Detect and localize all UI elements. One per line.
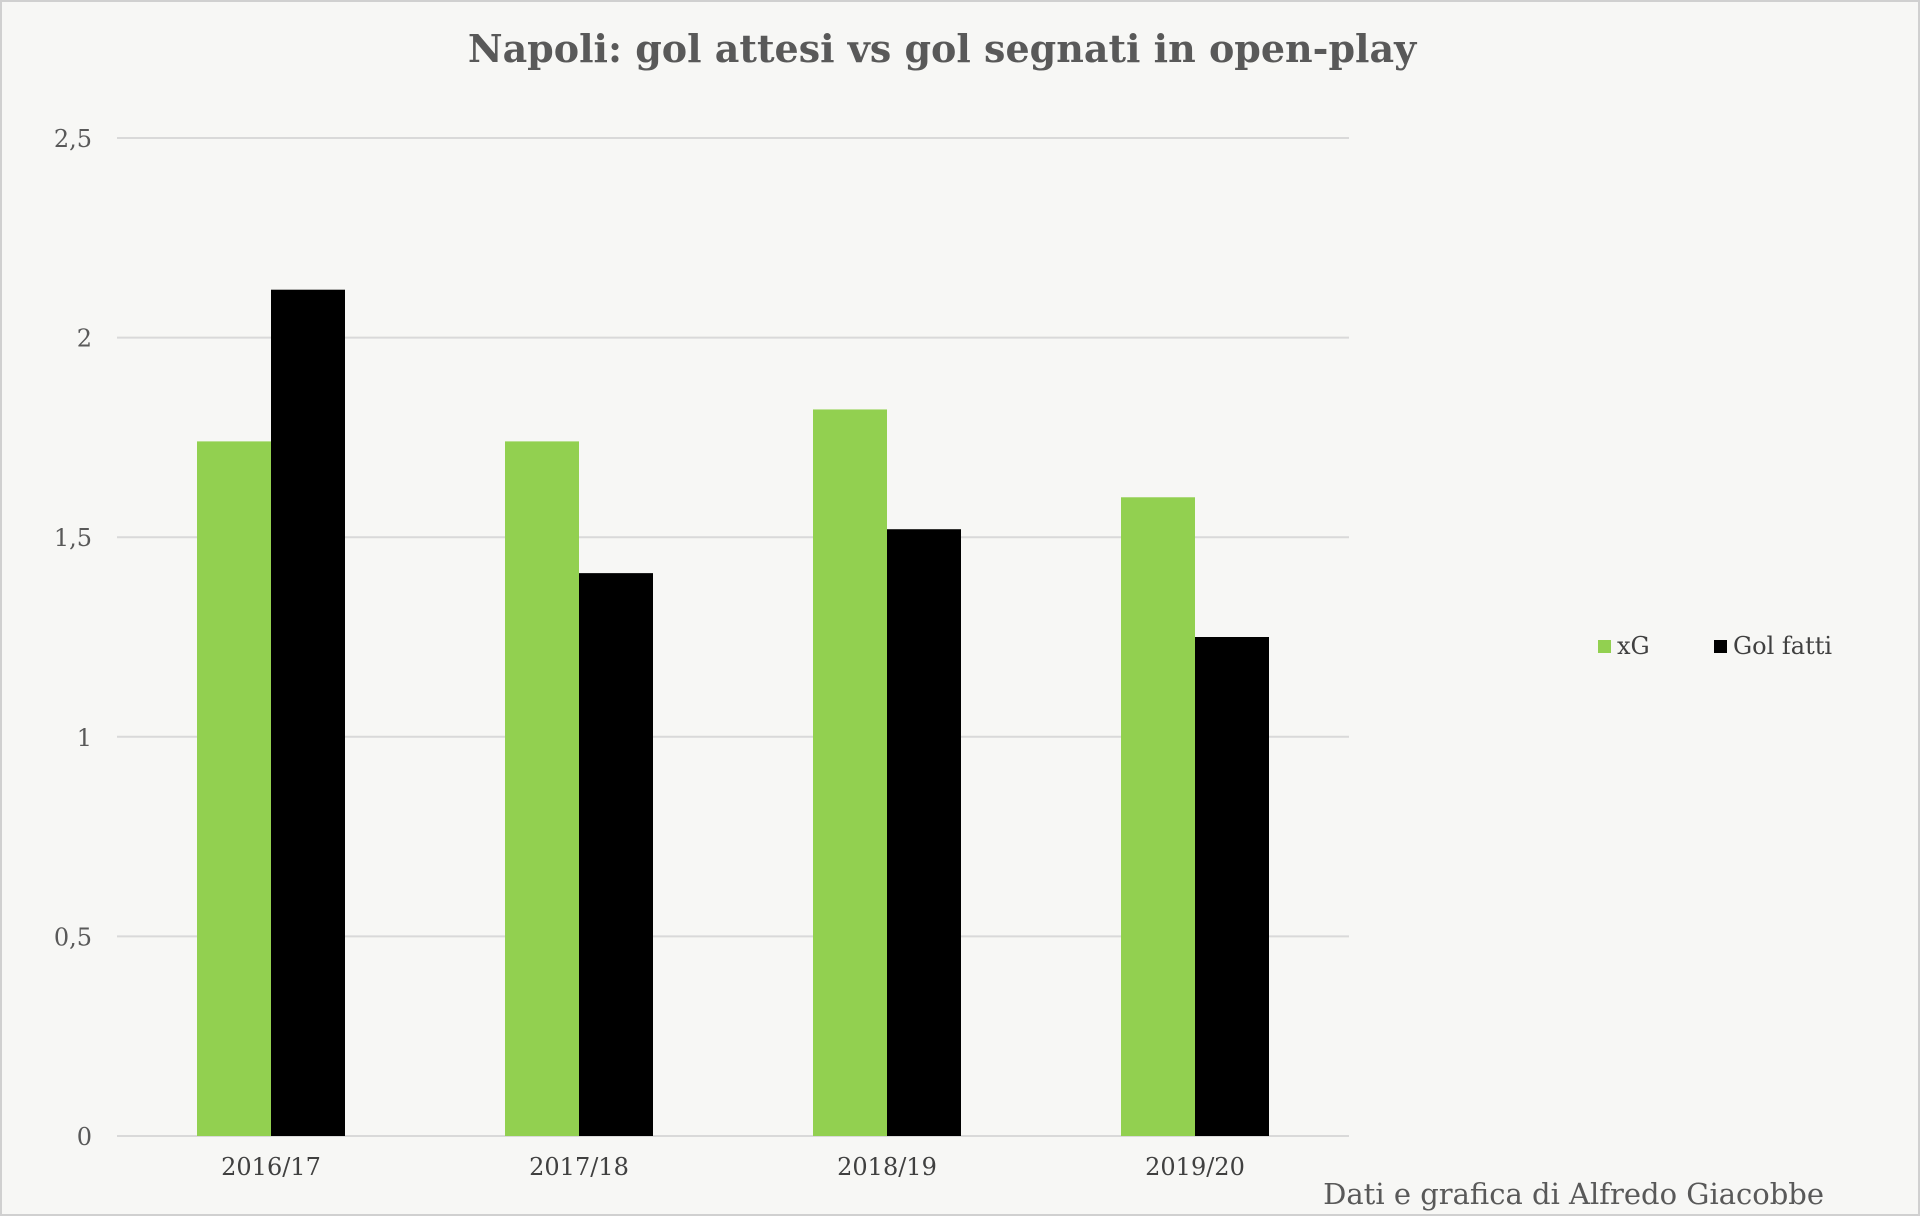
y-tick-label: 0 [77,1123,92,1151]
legend-label: xG [1617,632,1650,660]
x-tick-label: 2018/19 [837,1153,937,1181]
y-tick-label: 0,5 [54,923,92,951]
bars [197,289,1269,1137]
bar-xg-1 [505,441,579,1137]
x-tick-label: 2016/17 [221,1153,321,1181]
bar-gol-fatti-2 [887,529,961,1136]
y-axis-tick-labels: 0 0,5 1 1,5 2 2,5 [54,125,92,1151]
legend: xG Gol fatti [1598,632,1832,660]
legend-label: Gol fatti [1733,632,1832,660]
bar-gol-fatti-1 [579,573,653,1136]
x-tick-label: 2019/20 [1145,1153,1245,1181]
y-tick-label: 1,5 [54,524,92,552]
y-tick-label: 1 [77,724,92,752]
y-tick-label: 2 [77,325,92,353]
bar-xg-0 [197,441,271,1137]
bar-xg-2 [813,409,887,1136]
legend-swatch [1598,640,1611,653]
x-axis-tick-labels: 2016/17 2017/18 2018/19 2019/20 [221,1153,1245,1181]
chart-title: Napoli: gol attesi vs gol segnati in ope… [468,26,1417,71]
bar-xg-3 [1121,497,1195,1136]
y-tick-label: 2,5 [54,125,92,153]
bar-gol-fatti-0 [271,289,345,1136]
legend-swatch [1714,640,1727,653]
bar-gol-fatti-3 [1195,637,1269,1136]
x-tick-label: 2017/18 [529,1153,629,1181]
credit-text: Dati e grafica di Alfredo Giacobbe [1323,1177,1824,1211]
